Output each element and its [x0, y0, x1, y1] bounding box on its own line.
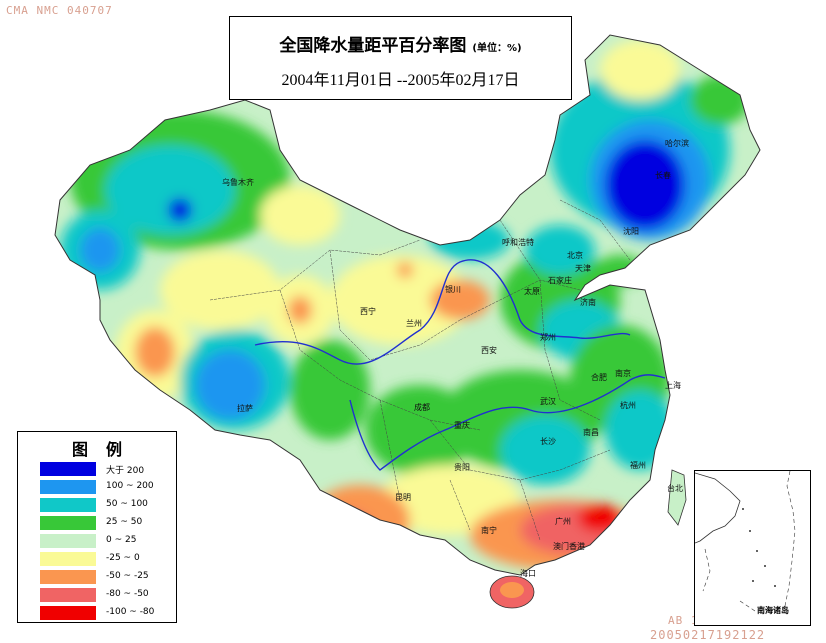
map-title-text: 全国降水量距平百分率图	[279, 36, 467, 56]
title-box: 全国降水量距平百分率图 (单位：%) 2004年11月01日 --2005年02月…	[229, 16, 572, 100]
city-label: 哈尔滨	[665, 139, 689, 148]
map-title: 全国降水量距平百分率图 (单位：%)	[230, 31, 571, 56]
legend-swatch	[40, 480, 96, 494]
city-label: 北京	[567, 251, 583, 260]
legend-item: -100 ~ -80	[40, 606, 180, 620]
national-border	[54, 34, 761, 576]
city-label: 南昌	[583, 428, 599, 437]
legend-label: 100 ~ 200	[106, 481, 154, 491]
city-label: 台北	[667, 484, 683, 493]
city-label: 兰州	[406, 319, 422, 328]
city-label: 天津	[575, 264, 591, 273]
city-label: 太原	[524, 287, 540, 296]
legend-item: -80 ~ -50	[40, 588, 180, 602]
legend-title: 图例	[71, 440, 140, 459]
city-label: 长春	[655, 171, 671, 180]
city-label: 拉萨	[237, 404, 253, 413]
legend-label: -80 ~ -50	[106, 589, 149, 599]
city-label: 济南	[580, 298, 596, 307]
city-label: 广州	[555, 517, 571, 526]
city-label: 南京	[615, 369, 631, 378]
unit-label: (单位：%)	[472, 43, 522, 54]
legend-label: 大于 200	[106, 466, 145, 476]
legend-label: -50 ~ -25	[106, 571, 149, 581]
south-china-sea-inset	[694, 470, 811, 626]
city-label: 西宁	[360, 307, 376, 316]
legend-label: 25 ~ 50	[106, 517, 143, 527]
legend-item: -50 ~ -25	[40, 570, 180, 584]
city-label: 石家庄	[548, 276, 572, 285]
legend-item: 100 ~ 200	[40, 480, 180, 494]
legend-item: -25 ~ 0	[40, 552, 180, 566]
legend-item: 大于 200	[40, 462, 180, 476]
city-label: 昆明	[395, 493, 411, 502]
legend-swatch	[40, 552, 96, 566]
legend-label: -25 ~ 0	[106, 553, 140, 563]
city-label: 呼和浩特	[502, 238, 534, 247]
city-label: 成都	[414, 403, 430, 412]
province-boundaries	[209, 199, 631, 541]
city-label: 上海	[665, 381, 681, 390]
legend: 图例 大于 200 100 ~ 200 50 ~ 100 25 ~ 50 0 ~…	[17, 431, 177, 623]
period-subtitle: 2004年11月01日 --2005年02月17日	[281, 72, 520, 89]
watermark-bottom-2: 20050217192122	[650, 628, 766, 642]
city-label: 南宁	[481, 526, 497, 535]
legend-item: 25 ~ 50	[40, 516, 180, 530]
legend-swatch	[40, 606, 96, 620]
legend-swatch	[40, 498, 96, 512]
watermark-top: CMA NMC 040707	[6, 4, 113, 17]
city-label: 银川	[445, 285, 461, 294]
legend-swatch	[40, 570, 96, 584]
legend-label: -100 ~ -80	[106, 607, 155, 617]
rivers	[254, 259, 666, 471]
city-label: 武汉	[540, 397, 556, 406]
inset-map	[694, 470, 796, 612]
legend-swatch	[40, 588, 96, 602]
inset-label: 南海诸岛	[757, 606, 789, 615]
city-label: 沈阳	[623, 227, 639, 236]
city-label: 重庆	[454, 421, 470, 430]
legend-swatch	[40, 534, 96, 548]
city-label: 贵阳	[454, 463, 470, 472]
city-label: 合肥	[591, 373, 607, 382]
legend-swatch	[40, 462, 96, 476]
city-label: 郑州	[540, 333, 556, 342]
city-label: 澳门香港	[553, 542, 585, 551]
taiwan-island	[667, 469, 687, 526]
city-label: 杭州	[620, 401, 636, 410]
city-label: 福州	[630, 461, 646, 470]
legend-label: 0 ~ 25	[106, 535, 137, 545]
legend-item: 50 ~ 100	[40, 498, 180, 512]
legend-item: 0 ~ 25	[40, 534, 180, 548]
city-label: 长沙	[540, 437, 556, 446]
hainan-core	[500, 582, 524, 598]
legend-swatch	[40, 516, 96, 530]
city-label: 西安	[481, 346, 497, 355]
legend-label: 50 ~ 100	[106, 499, 148, 509]
city-label: 海口	[520, 569, 536, 578]
city-label: 乌鲁木齐	[222, 178, 254, 187]
